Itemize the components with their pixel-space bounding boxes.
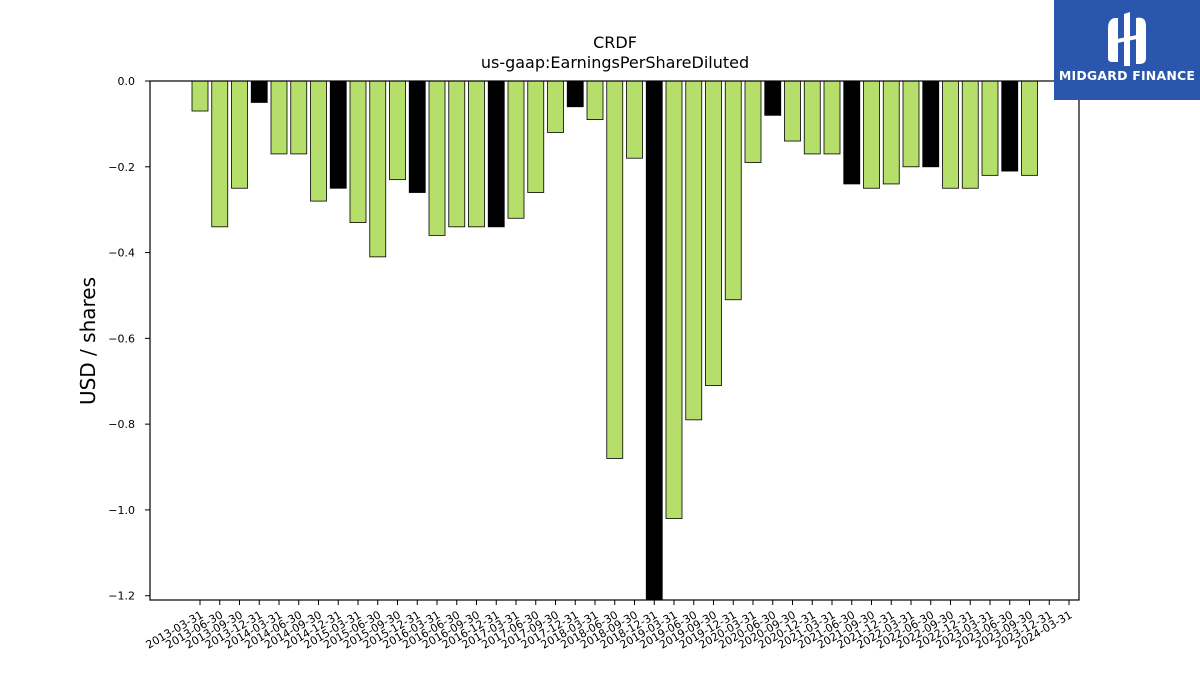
plot-frame xyxy=(149,80,1080,601)
bar-2014-06-30 xyxy=(290,80,308,155)
y-tick-label: −1.2 xyxy=(108,590,135,603)
bar-2020-03-31 xyxy=(744,80,762,163)
bar-2022-12-31 xyxy=(961,80,979,189)
bar-2017-06-30 xyxy=(527,80,545,193)
bar-2020-12-31 xyxy=(803,80,821,155)
bar-2017-03-31 xyxy=(507,80,525,219)
brand-logo-icon xyxy=(1108,12,1146,66)
brand-name: MIDGARD FINANCE xyxy=(1058,68,1196,83)
bar-2020-09-30 xyxy=(784,80,801,142)
bar-2014-09-30 xyxy=(310,80,327,202)
bar-2022-09-30 xyxy=(942,80,959,189)
bar-2018-12-31 xyxy=(645,80,663,601)
bar-2014-12-31 xyxy=(329,80,347,189)
chart-title: CRDF xyxy=(593,33,637,52)
bar-2016-09-30 xyxy=(468,80,485,228)
y-ticks-group: 0.0 −0.2 −0.4 −0.6 −0.8 −1.0 −1.2 xyxy=(108,75,150,603)
y-tick-label: 0.0 xyxy=(118,75,136,88)
bar-2014-03-31 xyxy=(270,80,288,155)
bar-2016-12-31 xyxy=(487,80,505,228)
bar-2019-06-30 xyxy=(685,80,703,421)
y-tick-label: −0.4 xyxy=(108,247,135,260)
bar-2016-03-31 xyxy=(428,80,446,236)
bar-2021-09-30 xyxy=(863,80,880,189)
bar-2021-12-31 xyxy=(882,80,900,185)
bar-2020-06-30 xyxy=(764,80,782,116)
bar-2013-09-30 xyxy=(231,80,248,189)
bar-2013-06-30 xyxy=(211,80,229,228)
bar-2016-06-30 xyxy=(448,80,466,228)
x-ticks-group: 2013-03-312013-06-302013-09-302013-12-31… xyxy=(144,600,1075,652)
bar-2022-06-30 xyxy=(922,80,940,168)
bar-2018-06-30 xyxy=(606,80,624,459)
bar-2015-03-31 xyxy=(349,80,367,223)
bar-2018-03-31 xyxy=(586,80,604,120)
bar-2018-09-30 xyxy=(626,80,643,159)
y-tick-label: −0.8 xyxy=(108,418,135,431)
chart-subtitle: us-gaap:EarningsPerShareDiluted xyxy=(481,53,749,72)
bar-2021-03-31 xyxy=(823,80,841,155)
bar-2015-06-30 xyxy=(369,80,387,258)
bar-2017-12-31 xyxy=(566,80,584,108)
y-tick-label: −0.6 xyxy=(108,332,135,345)
bars-group xyxy=(191,80,1038,601)
y-axis-label: USD / shares xyxy=(76,277,100,405)
bar-2021-06-30 xyxy=(843,80,861,185)
y-tick-label: −1.0 xyxy=(108,504,135,517)
bar-2019-12-31 xyxy=(724,80,742,301)
y-tick-label: −0.2 xyxy=(108,161,135,174)
bar-2017-09-30 xyxy=(547,80,564,133)
bar-2013-03-31 xyxy=(191,80,209,112)
brand-logo: MIDGARD FINANCE xyxy=(1054,0,1200,100)
bar-2013-12-31 xyxy=(250,80,268,103)
bar-2015-12-31 xyxy=(408,80,426,193)
bar-2019-03-31 xyxy=(665,80,683,519)
bar-2023-06-30 xyxy=(1001,80,1019,172)
bar-2015-09-30 xyxy=(389,80,406,181)
bar-2023-09-30 xyxy=(1021,80,1038,176)
bar-2023-03-31 xyxy=(981,80,999,176)
bar-2019-09-30 xyxy=(705,80,722,386)
bar-2022-03-31 xyxy=(902,80,920,168)
